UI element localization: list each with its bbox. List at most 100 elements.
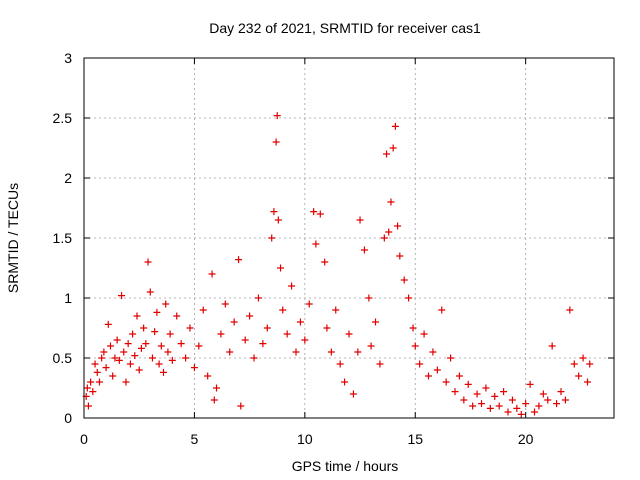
data-point-plus	[173, 312, 181, 320]
data-point-plus	[140, 324, 148, 332]
data-point-plus	[210, 396, 218, 404]
data-point-plus	[226, 348, 234, 356]
data-point-plus	[155, 360, 163, 368]
data-point-plus	[500, 388, 508, 396]
data-point-plus	[349, 390, 357, 398]
data-point-plus	[98, 354, 106, 362]
data-point-plus	[566, 306, 574, 314]
y-tick-label: 0.5	[53, 350, 73, 366]
data-point-plus	[380, 234, 388, 242]
data-point-plus	[235, 256, 243, 264]
data-point-plus	[504, 408, 512, 416]
data-point-plus	[144, 258, 152, 266]
y-tick-label: 3	[64, 50, 72, 66]
x-axis-label: GPS time / hours	[292, 458, 399, 474]
data-point-plus	[360, 246, 368, 254]
data-point-plus	[332, 306, 340, 314]
data-point-plus	[327, 348, 335, 356]
data-point-plus	[113, 336, 121, 344]
data-point-plus	[115, 356, 123, 364]
data-point-plus	[579, 354, 587, 362]
x-tick-label: 15	[407, 431, 423, 447]
data-point-plus	[131, 352, 139, 360]
data-point-plus	[259, 340, 267, 348]
data-point-plus	[124, 340, 132, 348]
data-point-plus	[93, 368, 101, 376]
data-point-plus	[553, 400, 561, 408]
data-point-plus	[548, 342, 556, 350]
data-point-plus	[129, 330, 137, 338]
data-point-plus	[250, 354, 258, 362]
data-point-plus	[277, 264, 285, 272]
data-point-plus	[109, 372, 117, 380]
data-point-plus	[387, 198, 395, 206]
data-point-plus	[429, 348, 437, 356]
data-point-plus	[376, 360, 384, 368]
data-point-plus	[87, 378, 95, 386]
data-point-plus	[204, 372, 212, 380]
data-point-plus	[508, 396, 516, 404]
grid-lines	[84, 58, 614, 418]
data-point-plus	[365, 294, 373, 302]
data-point-plus	[405, 294, 413, 302]
data-point-plus	[425, 372, 432, 380]
data-point-plus	[186, 324, 194, 332]
data-point-plus	[442, 378, 450, 386]
data-point-plus	[107, 342, 114, 350]
data-point-plus	[575, 372, 583, 380]
data-point-plus	[316, 210, 324, 218]
data-point-plus	[517, 410, 525, 418]
data-point-plus	[270, 208, 278, 216]
data-point-plus	[296, 318, 304, 326]
data-point-plus	[157, 342, 165, 350]
data-point-plus	[464, 380, 472, 388]
data-point-plus	[137, 344, 145, 352]
data-point-plus	[561, 396, 569, 404]
data-point-plus	[455, 372, 463, 380]
data-point-plus	[586, 360, 594, 368]
data-point-plus	[288, 282, 296, 290]
data-point-plus	[208, 270, 216, 278]
data-point-plus	[301, 336, 309, 344]
data-point-plus	[133, 312, 141, 320]
data-point-plus	[539, 390, 547, 398]
data-point-plus	[142, 340, 150, 348]
data-point-plus	[385, 228, 393, 236]
data-point-plus	[146, 288, 154, 296]
data-point-plus	[570, 360, 578, 368]
x-tick-label: 5	[191, 431, 199, 447]
data-point-plus	[354, 348, 362, 356]
data-point-plus	[241, 336, 249, 344]
data-point-plus	[383, 150, 391, 158]
data-point-plus	[118, 292, 126, 300]
y-tick-label: 0	[64, 410, 72, 426]
y-tick-label: 2	[64, 170, 72, 186]
data-points	[82, 112, 594, 418]
y-tick-label: 2.5	[53, 110, 73, 126]
data-point-plus	[272, 138, 280, 146]
data-point-plus	[153, 308, 161, 316]
data-point-plus	[482, 384, 490, 392]
data-point-plus	[111, 354, 119, 362]
data-point-plus	[177, 340, 185, 348]
data-point-plus	[102, 364, 110, 372]
data-point-plus	[91, 360, 99, 368]
data-point-plus	[409, 324, 417, 332]
data-point-plus	[122, 378, 130, 386]
data-point-plus	[217, 330, 225, 338]
data-point-plus	[584, 378, 591, 386]
data-point-plus	[491, 392, 499, 400]
data-point-plus	[389, 144, 397, 152]
data-point-plus	[438, 306, 446, 314]
data-point-plus	[164, 348, 172, 356]
y-axis-label: SRMTID / TECUs	[5, 183, 21, 293]
data-point-plus	[83, 384, 91, 392]
x-tick-label: 0	[80, 431, 88, 447]
data-point-plus	[213, 384, 220, 392]
data-point-plus	[148, 354, 156, 362]
data-point-plus	[221, 300, 229, 308]
data-point-plus	[411, 342, 419, 350]
data-point-plus	[557, 388, 565, 396]
data-point-plus	[310, 208, 318, 216]
